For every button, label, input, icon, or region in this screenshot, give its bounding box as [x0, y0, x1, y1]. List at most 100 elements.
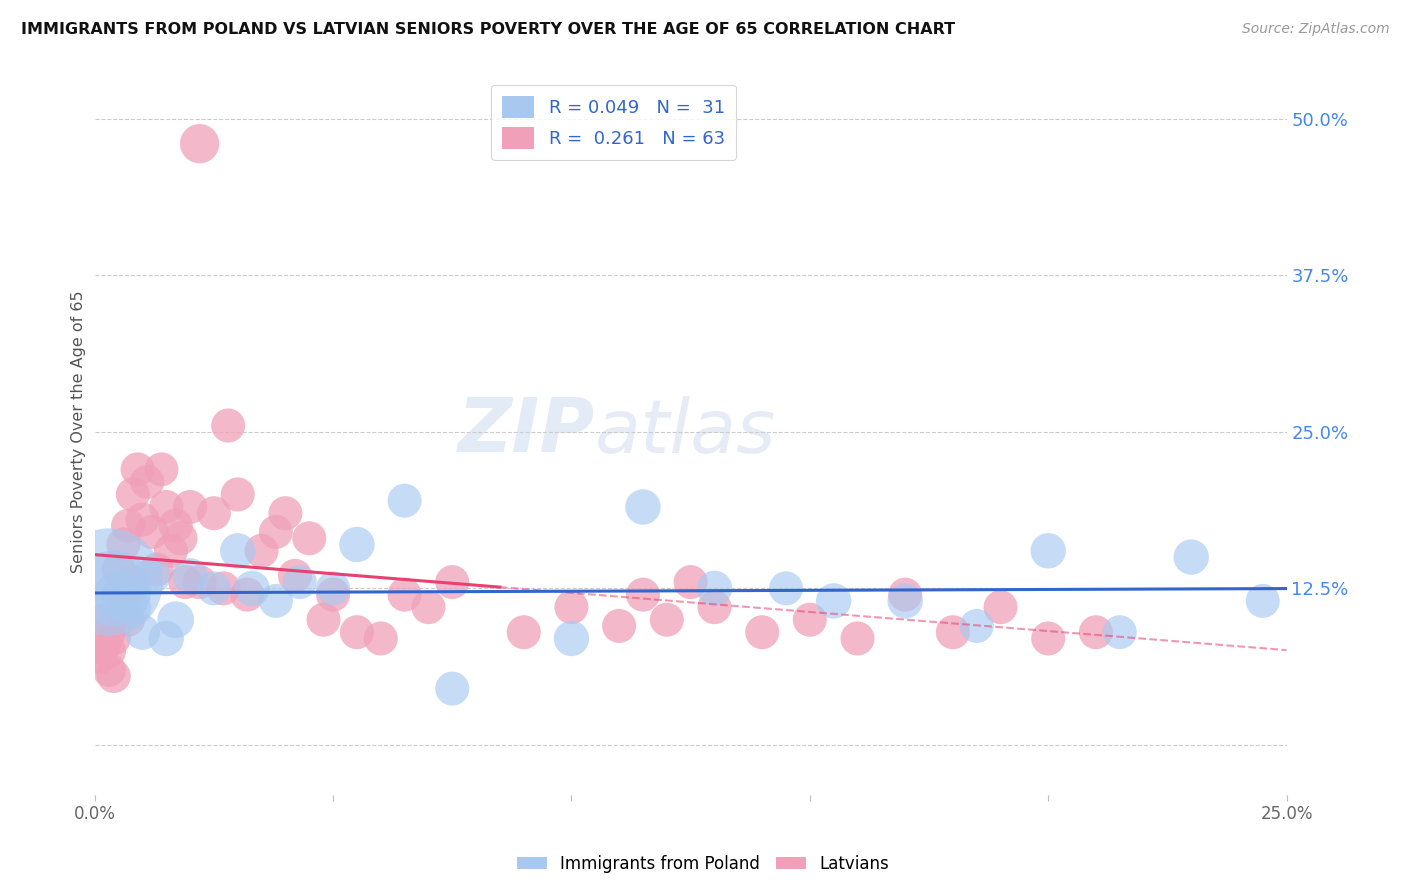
Point — [990, 600, 1012, 615]
Legend: Immigrants from Poland, Latvians: Immigrants from Poland, Latvians — [510, 848, 896, 880]
Point — [131, 625, 153, 640]
Point — [141, 524, 163, 539]
Text: IMMIGRANTS FROM POLAND VS LATVIAN SENIORS POVERTY OVER THE AGE OF 65 CORRELATION: IMMIGRANTS FROM POLAND VS LATVIAN SENIOR… — [21, 22, 955, 37]
Point — [98, 575, 121, 590]
Point — [1084, 625, 1107, 640]
Point — [751, 625, 773, 640]
Point — [775, 582, 797, 596]
Y-axis label: Seniors Poverty Over the Age of 65: Seniors Poverty Over the Age of 65 — [72, 291, 86, 573]
Point — [703, 582, 725, 596]
Point — [93, 613, 115, 627]
Point — [107, 588, 129, 602]
Point — [312, 613, 335, 627]
Point — [150, 462, 173, 476]
Point — [160, 543, 183, 558]
Point — [107, 613, 129, 627]
Point — [1038, 632, 1060, 646]
Point — [103, 632, 125, 646]
Point — [121, 575, 143, 590]
Point — [117, 613, 139, 627]
Point — [98, 625, 121, 640]
Text: Source: ZipAtlas.com: Source: ZipAtlas.com — [1241, 22, 1389, 37]
Point — [394, 493, 416, 508]
Point — [679, 575, 702, 590]
Point — [1108, 625, 1130, 640]
Point — [117, 594, 139, 608]
Text: ZIP: ZIP — [458, 395, 595, 468]
Point — [145, 563, 167, 577]
Point — [169, 531, 191, 545]
Text: atlas: atlas — [595, 396, 776, 467]
Point — [560, 632, 582, 646]
Point — [107, 563, 129, 577]
Point — [250, 543, 273, 558]
Point — [236, 588, 259, 602]
Point — [107, 588, 129, 602]
Point — [322, 582, 344, 596]
Point — [274, 506, 297, 520]
Point — [155, 500, 177, 514]
Point — [1038, 543, 1060, 558]
Point — [188, 575, 211, 590]
Point — [112, 600, 135, 615]
Point — [394, 588, 416, 602]
Point — [846, 632, 869, 646]
Point — [103, 582, 125, 596]
Point — [631, 588, 654, 602]
Point — [894, 588, 917, 602]
Point — [93, 638, 115, 652]
Point — [121, 487, 143, 501]
Point — [136, 475, 159, 489]
Point — [112, 594, 135, 608]
Point — [127, 462, 149, 476]
Point — [322, 588, 344, 602]
Point — [894, 594, 917, 608]
Point — [188, 136, 211, 151]
Point — [284, 569, 307, 583]
Point — [174, 575, 197, 590]
Point — [179, 569, 201, 583]
Point — [703, 600, 725, 615]
Point — [346, 625, 368, 640]
Point — [141, 569, 163, 583]
Point — [607, 619, 630, 633]
Point — [966, 619, 988, 633]
Point — [942, 625, 965, 640]
Point — [560, 600, 582, 615]
Point — [288, 575, 311, 590]
Point — [799, 613, 821, 627]
Point — [179, 500, 201, 514]
Point — [98, 644, 121, 658]
Point — [226, 487, 249, 501]
Point — [631, 500, 654, 514]
Point — [212, 582, 235, 596]
Point — [264, 594, 287, 608]
Point — [1251, 594, 1274, 608]
Point — [441, 575, 464, 590]
Point — [655, 613, 678, 627]
Point — [112, 537, 135, 551]
Point — [117, 518, 139, 533]
Point — [298, 531, 321, 545]
Point — [441, 681, 464, 696]
Point — [121, 600, 143, 615]
Legend: R = 0.049   N =  31, R =  0.261   N = 63: R = 0.049 N = 31, R = 0.261 N = 63 — [491, 85, 735, 160]
Point — [155, 632, 177, 646]
Point — [264, 524, 287, 539]
Point — [202, 506, 225, 520]
Point — [1180, 550, 1202, 565]
Point — [346, 537, 368, 551]
Point — [370, 632, 392, 646]
Point — [217, 418, 239, 433]
Point — [823, 594, 845, 608]
Point — [226, 543, 249, 558]
Point — [165, 613, 187, 627]
Point — [418, 600, 440, 615]
Point — [165, 518, 187, 533]
Point — [89, 650, 111, 665]
Point — [103, 669, 125, 683]
Point — [98, 663, 121, 677]
Point — [131, 512, 153, 526]
Point — [240, 582, 263, 596]
Point — [513, 625, 536, 640]
